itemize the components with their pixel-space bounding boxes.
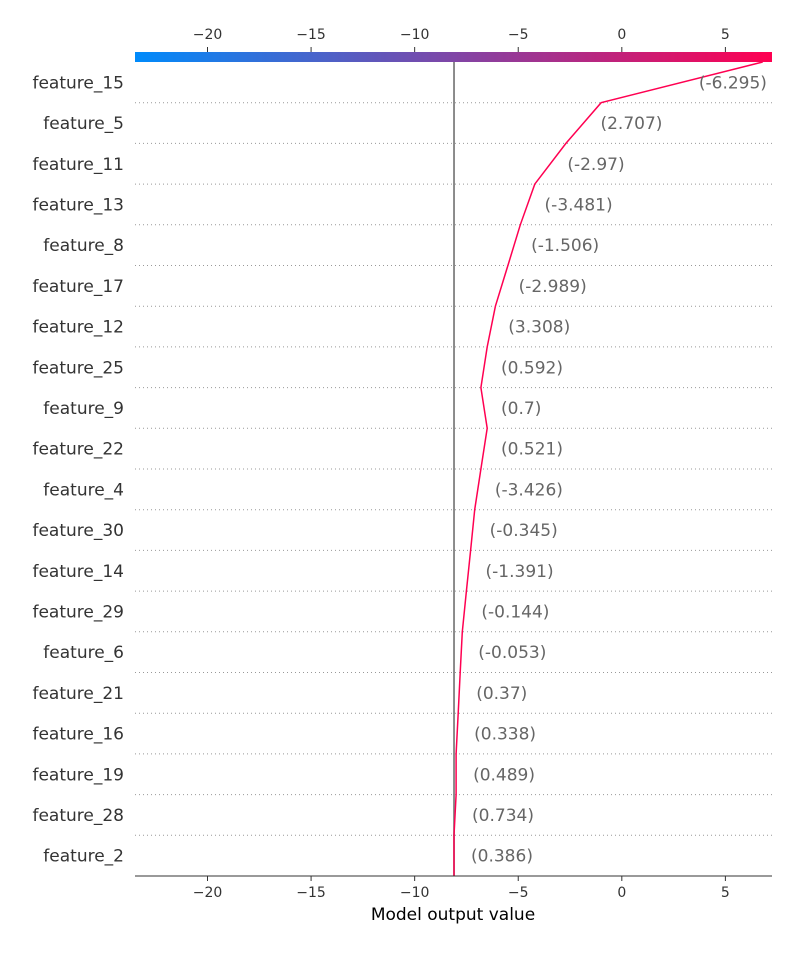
- x-tick-label-bottom: −15: [296, 885, 326, 901]
- colorbar: [135, 52, 772, 62]
- decision-line: [453, 61, 763, 876]
- value-label: (-0.053): [478, 643, 546, 663]
- x-tick-label-top: −5: [508, 27, 529, 43]
- value-label: (-1.506): [531, 236, 599, 256]
- decision-path: [453, 61, 763, 876]
- value-label: (0.521): [501, 440, 563, 460]
- feature-label: feature_6: [43, 643, 124, 663]
- feature-label: feature_25: [32, 358, 124, 378]
- feature-label: feature_22: [32, 440, 124, 460]
- feature-label: feature_5: [43, 114, 124, 134]
- value-label: (2.707): [600, 114, 662, 134]
- x-tick-label-bottom: −5: [508, 885, 529, 901]
- feature-labels: feature_15 feature_5 feature_11 feature_13f…: [32, 73, 124, 866]
- feature-label: feature_4: [43, 480, 124, 500]
- value-label: (-2.989): [519, 277, 587, 297]
- x-tick-label-top: −15: [296, 27, 326, 43]
- value-label: (-3.426): [495, 480, 563, 500]
- feature-label: feature_11: [32, 155, 124, 175]
- value-label: (0.7): [501, 399, 541, 419]
- value-label: (-0.144): [481, 602, 549, 622]
- value-label: (0.386): [471, 847, 533, 867]
- feature-label: feature_28: [32, 806, 124, 826]
- x-tick-label-top: 5: [721, 27, 730, 43]
- feature-label: feature_30: [32, 521, 124, 541]
- x-tick-label-top: −10: [400, 27, 430, 43]
- axes: −20 −20 −15 −15 −10 −10 −5 −5 0 0 5 5: [135, 27, 772, 901]
- x-tick-label-bottom: −10: [400, 885, 430, 901]
- x-tick-label-bottom: −20: [193, 885, 223, 901]
- value-label: (0.592): [501, 358, 563, 378]
- feature-label: feature_12: [32, 318, 124, 338]
- value-label: (0.489): [473, 765, 535, 785]
- value-label: (0.37): [476, 684, 527, 704]
- feature-label: feature_19: [32, 765, 124, 785]
- x-tick-label-top: −20: [193, 27, 223, 43]
- x-tick-label-bottom: 0: [617, 885, 626, 901]
- feature-label: feature_15: [32, 73, 124, 93]
- feature-label: feature_2: [43, 847, 124, 867]
- feature-label: feature_9: [43, 399, 124, 419]
- value-label: (-3.481): [545, 195, 613, 215]
- value-label: (3.308): [508, 318, 570, 338]
- colorbar-rect: [135, 52, 772, 62]
- feature-label: feature_17: [32, 277, 124, 297]
- value-label: (-0.345): [490, 521, 558, 541]
- value-label: (0.734): [472, 806, 534, 826]
- x-tick-label-bottom: 5: [721, 885, 730, 901]
- value-labels: (-6.295) (2.707) (-2.97) (-3.481) (-1.506) (-…: [471, 73, 767, 866]
- feature-label: feature_21: [32, 684, 124, 704]
- x-tick-label-top: 0: [617, 27, 626, 43]
- feature-label: feature_16: [32, 725, 124, 745]
- value-label: (-6.295): [699, 73, 767, 93]
- value-label: (0.338): [474, 725, 536, 745]
- value-label: (-2.97): [567, 155, 624, 175]
- feature-label: feature_14: [32, 562, 124, 582]
- feature-label: feature_29: [32, 602, 124, 622]
- feature-label: feature_13: [32, 195, 124, 215]
- value-label: (-1.391): [486, 562, 554, 582]
- x-axis-title: Model output value: [371, 905, 535, 925]
- feature-label: feature_8: [43, 236, 124, 256]
